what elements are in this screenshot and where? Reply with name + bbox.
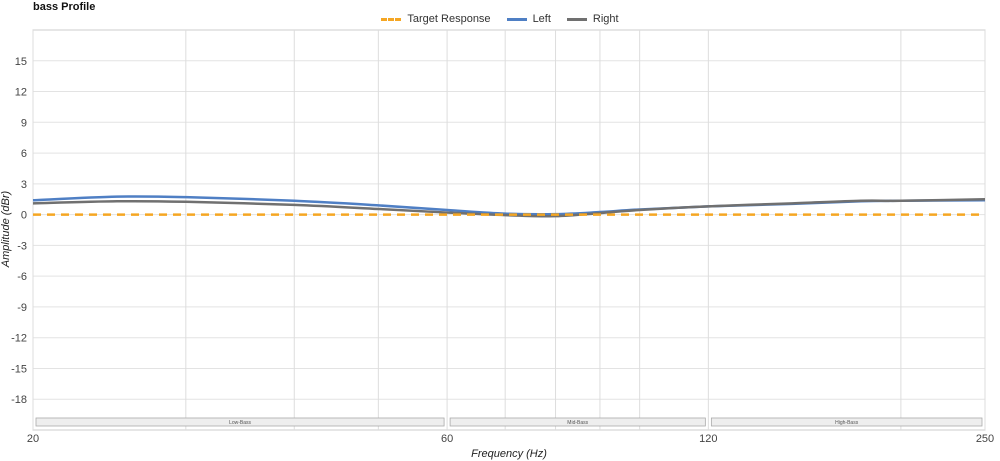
y-tick-label: 3 xyxy=(21,179,27,191)
legend-entry-left[interactable]: Left xyxy=(506,13,551,25)
band-bar xyxy=(449,417,706,427)
series-line-left xyxy=(32,195,986,216)
band-bar xyxy=(35,417,445,427)
x-tick-label: 60 xyxy=(441,433,453,445)
y-tick-label: 0 xyxy=(21,210,27,222)
x-tick-label: 120 xyxy=(699,433,717,445)
legend: Target Response Left Right xyxy=(0,13,1000,25)
band-label: High-Bass xyxy=(835,420,859,426)
y-tick-label: -12 xyxy=(11,333,27,345)
x-axis-title: Frequency (Hz) xyxy=(471,448,547,460)
chart-title: bass Profile xyxy=(33,1,96,13)
series-layer xyxy=(32,195,986,218)
band-label: Mid-Bass xyxy=(567,420,588,426)
x-tick-label: 20 xyxy=(27,433,39,445)
x-tick-label: 250 xyxy=(976,433,994,445)
y-tick-label: 12 xyxy=(15,87,27,99)
band-label: Low-Bass xyxy=(229,420,251,426)
band-layer: Low-Bass Mid-Bass High-Bass xyxy=(35,417,983,427)
grid-layer xyxy=(32,29,986,431)
y-tick-label: -15 xyxy=(11,363,27,375)
series-line-right xyxy=(32,197,986,218)
y-tick-label: 6 xyxy=(21,148,27,160)
y-tick-label: 9 xyxy=(21,117,27,129)
y-tick-label: 15 xyxy=(15,56,27,68)
y-axis-title: Amplitude (dBr) xyxy=(0,190,12,268)
legend-swatch-left xyxy=(506,17,527,21)
legend-label-right: Right xyxy=(592,13,619,25)
y-tick-label: -18 xyxy=(11,394,27,406)
y-tick-label: -3 xyxy=(17,240,27,252)
legend-swatch-right xyxy=(566,17,587,21)
y-tick-label: -6 xyxy=(17,271,27,283)
y-tick-label: -9 xyxy=(17,302,27,314)
tick-layer: 15 12 9 6 3 0 -3 -6 -9 -12 -15 -18 20 60 120 250 xyxy=(11,56,994,445)
legend-swatch-target xyxy=(381,17,402,21)
legend-entry-target[interactable]: Target Response xyxy=(381,13,491,25)
plot-frame xyxy=(32,29,986,431)
legend-label-left: Left xyxy=(532,13,551,25)
legend-label-target: Target Response xyxy=(407,13,491,25)
band-bar xyxy=(710,417,983,427)
legend-entry-right[interactable]: Right xyxy=(566,13,619,25)
